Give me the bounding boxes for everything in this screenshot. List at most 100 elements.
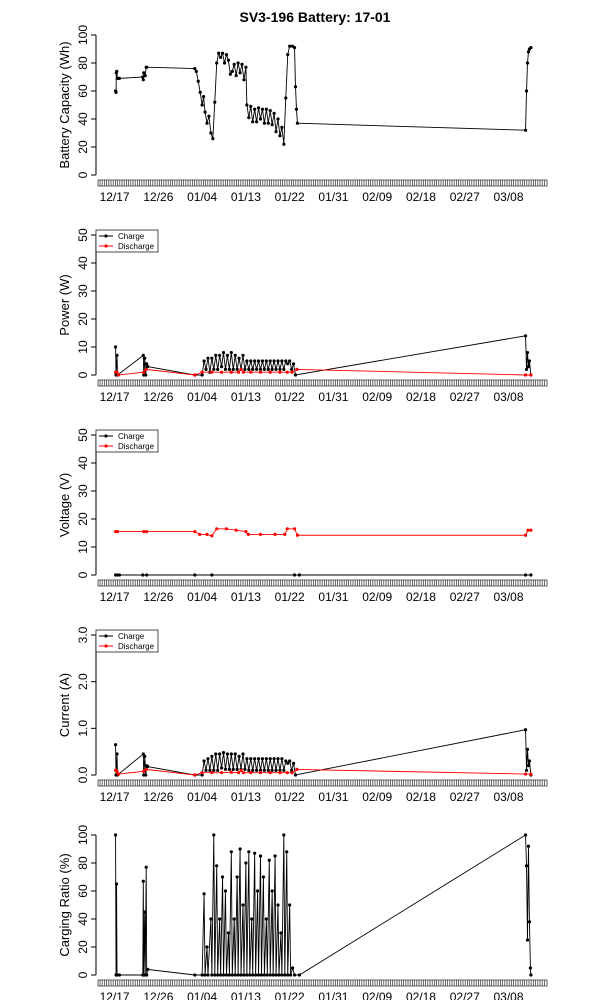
x-tick-label: 12/26	[143, 990, 173, 1000]
data-point	[268, 359, 272, 363]
data-point	[280, 757, 284, 761]
data-point	[294, 107, 299, 111]
data-point	[249, 771, 253, 775]
data-point	[264, 107, 268, 111]
data-point	[221, 351, 226, 355]
legend-label: Charge	[118, 432, 145, 441]
data-point	[200, 103, 204, 107]
data-point	[233, 973, 237, 977]
data-point	[241, 903, 245, 907]
x-tick-label: 12/26	[143, 390, 173, 404]
data-point	[255, 367, 259, 371]
data-point	[258, 532, 263, 537]
data-point	[247, 768, 251, 772]
data-point	[280, 973, 284, 977]
data-point	[227, 367, 231, 371]
data-point	[247, 116, 251, 120]
data-point	[225, 752, 230, 756]
data-point	[242, 78, 246, 82]
data-point	[193, 773, 197, 777]
data-point	[274, 973, 278, 977]
data-point	[231, 767, 235, 772]
data-point	[116, 373, 121, 377]
data-point	[239, 973, 243, 977]
data-point	[144, 367, 148, 371]
data-point	[253, 757, 257, 761]
legend-label: Discharge	[118, 442, 155, 451]
data-point	[262, 121, 266, 125]
series-carging-ratio	[113, 833, 533, 977]
data-point	[272, 359, 276, 363]
x-tick-label: 01/13	[231, 790, 261, 804]
x-tick-label: 01/22	[275, 990, 305, 1000]
y-tick-label: 80	[76, 856, 90, 870]
x-tick-label: 03/08	[494, 190, 524, 204]
series-line	[115, 729, 532, 776]
data-point	[288, 44, 292, 48]
data-point	[260, 107, 265, 111]
data-point	[200, 773, 204, 777]
data-point	[220, 875, 225, 879]
data-point	[262, 367, 266, 371]
data-point	[113, 833, 118, 837]
data-point	[245, 973, 249, 977]
x-tick-label: 01/04	[187, 190, 217, 204]
x-tick-label: 03/08	[494, 990, 524, 1000]
data-point	[274, 130, 278, 134]
data-point	[230, 69, 234, 73]
y-tick-label: 100	[76, 25, 90, 45]
data-point	[235, 367, 239, 371]
x-tick-label: 02/09	[362, 590, 392, 604]
data-point	[223, 367, 228, 371]
x-tick-label: 02/09	[362, 190, 392, 204]
data-point	[200, 973, 204, 977]
data-point	[276, 359, 280, 363]
data-point	[259, 973, 264, 977]
data-point	[244, 65, 248, 69]
data-point	[525, 938, 530, 942]
data-point	[143, 356, 147, 360]
data-point	[242, 973, 246, 977]
data-point	[280, 359, 284, 363]
data-point	[141, 78, 145, 82]
x-axis-ticks	[99, 580, 545, 586]
data-point	[243, 367, 247, 371]
data-point	[200, 373, 204, 377]
data-point	[201, 95, 206, 99]
data-point	[255, 889, 260, 893]
data-point	[226, 931, 230, 935]
data-point	[278, 370, 282, 374]
data-point	[203, 110, 207, 114]
legend-label: Discharge	[118, 242, 155, 251]
data-point	[228, 72, 232, 76]
data-point	[254, 973, 258, 977]
data-point	[221, 973, 226, 977]
data-point	[231, 367, 235, 371]
data-point	[209, 917, 213, 921]
data-point	[288, 759, 292, 763]
data-point	[224, 527, 229, 531]
data-point	[220, 51, 225, 55]
data-point	[144, 773, 148, 777]
data-point	[235, 875, 239, 879]
data-point	[528, 966, 533, 970]
data-point	[297, 573, 301, 577]
y-tick-label: 40	[76, 112, 90, 126]
data-point	[523, 833, 528, 837]
data-point	[116, 772, 121, 776]
series-discharge	[113, 767, 533, 777]
data-point	[223, 889, 228, 893]
data-point	[225, 353, 230, 357]
data-point	[236, 61, 240, 65]
data-point	[145, 573, 149, 577]
data-point	[210, 754, 214, 758]
data-point	[144, 373, 148, 377]
series-line	[115, 834, 532, 976]
data-point	[226, 58, 230, 62]
y-tick-label: 30	[76, 284, 90, 298]
x-tick-label: 02/18	[406, 990, 436, 1000]
x-tick-label: 01/13	[231, 190, 261, 204]
data-point	[529, 373, 533, 377]
